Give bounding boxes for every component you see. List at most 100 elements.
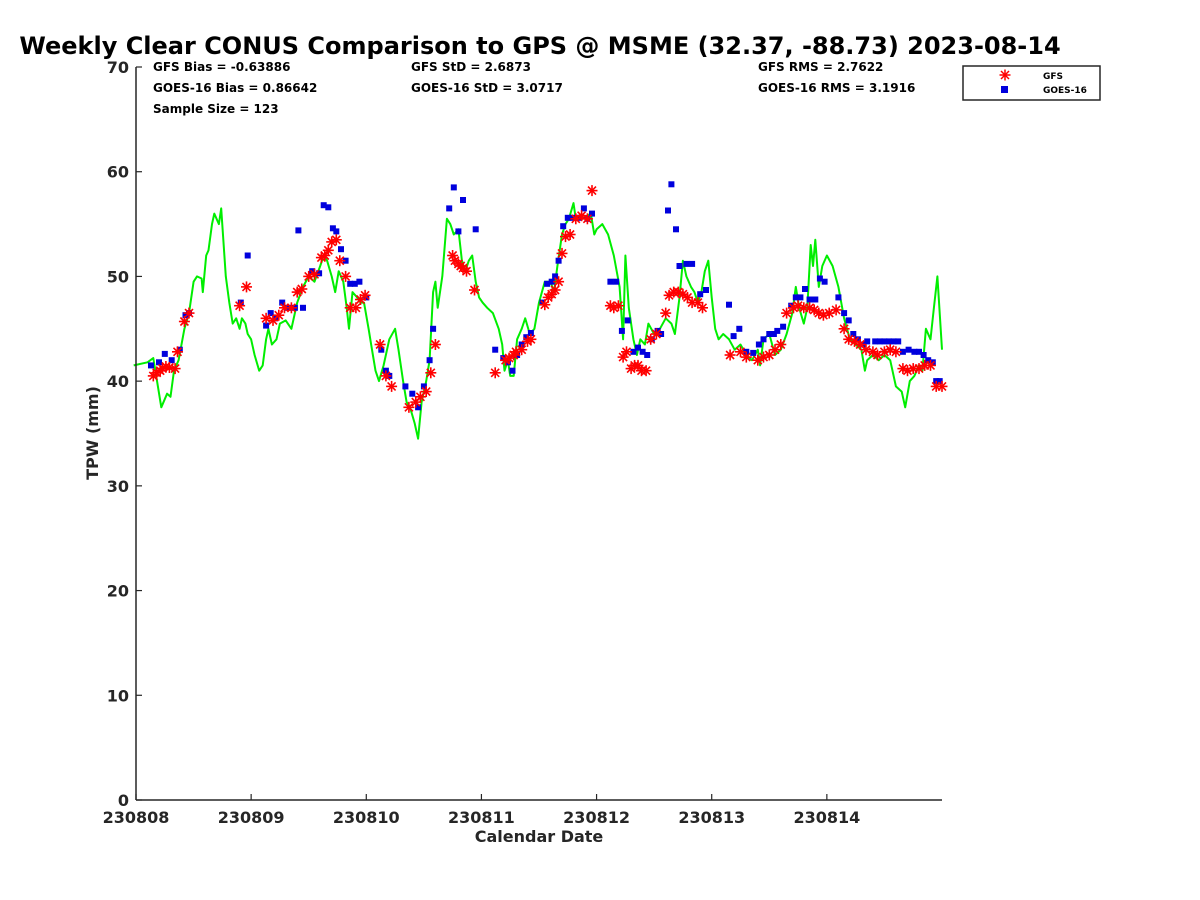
goes16-point: [351, 280, 358, 287]
gfs-bias-text: GFS Bias = -0.63886: [153, 60, 290, 74]
goes16-point: [726, 301, 732, 308]
goes16-point: [552, 273, 559, 280]
goes16-point: [730, 333, 737, 340]
gfs-point: [585, 184, 599, 197]
goes16-point: [792, 294, 799, 301]
gfs-point: [639, 364, 653, 378]
goes16-point: [320, 202, 327, 209]
goes16-point: [244, 252, 251, 259]
gfs-point: [581, 212, 594, 226]
goes16-point: [527, 330, 534, 336]
gfs-point: [402, 400, 416, 414]
goes16-point: [182, 312, 189, 319]
stats-annotations: GFS Bias = -0.63886 GOES-16 Bias = 0.866…: [153, 60, 915, 116]
gfs-point: [696, 301, 709, 315]
goes16-point: [279, 299, 286, 306]
gfs-point: [295, 282, 309, 296]
series-layer: [133, 181, 949, 440]
gfs-point: [924, 359, 937, 372]
goes16-point: [161, 350, 168, 357]
y-axis-label: TPW (mm): [83, 386, 102, 480]
goes16-point: [580, 205, 587, 212]
goes16-point: [338, 246, 344, 253]
gfs-point: [515, 343, 529, 357]
tick-labels: 0 10 20 30 40 50 60 70 230808 230809 230810 230811 2…: [103, 58, 861, 827]
gfs-point: [339, 270, 352, 283]
goes16-point: [750, 349, 757, 356]
goes16-point: [905, 346, 912, 353]
x-tick-label: 230814: [793, 808, 860, 827]
goes16-point: [899, 348, 906, 355]
gfs-point: [468, 283, 481, 297]
goes16-point: [589, 210, 595, 217]
goes16-point: [780, 323, 787, 330]
goes16-point: [472, 226, 479, 233]
goes16-point: [460, 197, 466, 203]
goes16-point: [835, 294, 842, 301]
goes16-point: [854, 336, 861, 343]
goes16-point: [936, 378, 943, 385]
goes16-point: [325, 204, 332, 211]
goes16-point: [492, 346, 499, 353]
y-tick-label: 0: [118, 791, 129, 810]
goes16-point: [812, 296, 819, 303]
gfs-point: [358, 288, 372, 302]
goes16-point: [450, 184, 457, 191]
gfs-point: [373, 338, 387, 351]
goes16-point: [920, 352, 927, 358]
goes16-point: [802, 286, 808, 292]
x-axis-label: Calendar Date: [475, 827, 604, 846]
goes16-point: [774, 327, 781, 334]
goes16-point: [455, 228, 462, 235]
y-tick-label: 10: [107, 686, 129, 705]
goes16-point: [916, 348, 922, 355]
legend-box: [962, 65, 1101, 101]
y-tick-label: 30: [107, 477, 129, 496]
goes-std-text: GOES-16 StD = 3.0717: [411, 81, 563, 95]
goes16-point: [402, 383, 409, 390]
goes16-point: [548, 278, 555, 285]
goes16-point: [446, 205, 453, 212]
goes-bias-text: GOES-16 Bias = 0.86642: [153, 81, 317, 95]
goes16-point: [415, 404, 422, 411]
x-tick-label: 230812: [563, 808, 630, 827]
goes16-point: [654, 327, 661, 334]
goes16-point: [635, 344, 641, 351]
goes16-point: [864, 338, 871, 345]
goes16-point: [872, 338, 879, 345]
gfs-point: [612, 299, 625, 313]
gfs-point: [739, 350, 753, 364]
goes16-point: [544, 280, 551, 287]
goes16-point: [378, 346, 385, 353]
goes16-point: [569, 214, 576, 221]
goes16-point: [689, 260, 696, 267]
gfs-point: [329, 233, 343, 247]
goes16-point: [426, 357, 433, 364]
goes16-point: [607, 278, 614, 285]
goes16-point: [148, 362, 154, 369]
goes16-point: [911, 348, 918, 355]
chart-title: Weekly Clear CONUS Comparison to GPS @ M…: [19, 32, 1060, 60]
x-tick-label: 230813: [678, 808, 745, 827]
gfs-point: [168, 362, 182, 375]
y-tick-label: 50: [107, 267, 129, 286]
gfs-std-text: GFS StD = 2.6873: [411, 60, 531, 74]
axes: [135, 66, 942, 801]
goes16-point: [925, 357, 932, 364]
sample-size-text: Sample Size = 123: [153, 102, 279, 116]
goes16-point: [895, 338, 902, 345]
goes16-point: [333, 228, 340, 235]
gfs-point: [240, 280, 253, 294]
goes16-point: [665, 207, 671, 214]
goes-rms-text: GOES-16 RMS = 3.1916: [758, 81, 915, 95]
x-tick-label: 230810: [333, 808, 400, 827]
goes16-point: [876, 338, 883, 345]
goes16-point: [409, 390, 416, 397]
goes16-point: [890, 338, 897, 345]
x-tick-label: 230809: [218, 808, 285, 827]
gfs-point: [171, 345, 184, 359]
goes16-point: [564, 214, 571, 221]
gfs-point: [488, 366, 502, 380]
goes16-point: [156, 359, 162, 366]
gfs-point: [774, 338, 788, 351]
